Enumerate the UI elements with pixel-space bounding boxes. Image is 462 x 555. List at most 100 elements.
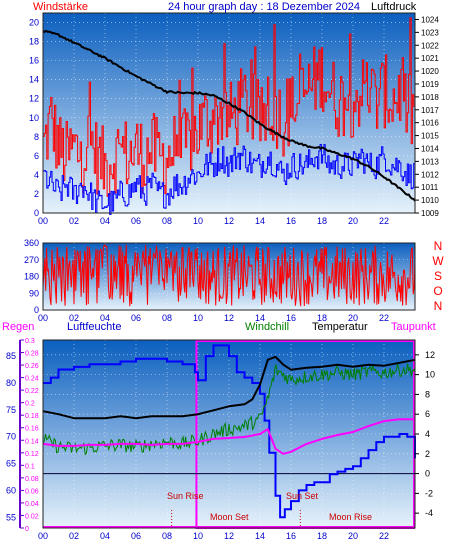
wind-axis-title: Windstärke [33,1,88,13]
temp-x-tick-label: 12 [224,531,234,541]
regen-tick-label: 0.26 [25,363,39,370]
temp-x-tick-label: 14 [255,531,265,541]
pressure-axis-title: Luftdruck [371,1,417,13]
compass-label: N [434,299,443,313]
temp-x-tick-label: 20 [348,531,358,541]
wind-x-tick-label: 20 [348,216,358,226]
direction-x-tick-label: 00 [38,313,48,323]
temp-x-tick-label: 02 [69,531,79,541]
annotation-moon-rise: Moon Rise [329,512,372,522]
humidity-tick-label: 75 [6,405,16,415]
direction-x-tick-label: 14 [255,313,265,323]
wind-gust-line [43,17,416,197]
dewpoint-line [42,418,415,455]
pressure-y-tick-label: 1021 [421,54,439,63]
temp-y-tick-label: 4 [425,429,430,439]
pressure-y-tick-label: 1011 [421,183,439,192]
regen-tick-label: 0.28 [25,351,39,358]
legend-windchill: Windchill [245,321,289,333]
wind-direction-line [42,244,416,307]
regen-tick-label: 0.16 [25,426,39,433]
temp-y-tick-label: 0 [425,469,430,479]
humidity-tick-label: 65 [6,459,16,469]
wind-y-tick-label: 8 [34,132,39,142]
temp-x-tick-label: 18 [317,531,327,541]
direction-x-tick-label: 12 [224,313,234,323]
pressure-y-tick-label: 1023 [421,28,439,37]
legend-luftfeuchte: Luftfeuchte [67,321,121,333]
temp-y-tick-label: 6 [425,409,430,419]
pressure-y-tick-label: 1009 [421,209,439,218]
direction-x-tick-label: 06 [131,313,141,323]
wind-y-tick-label: 6 [34,151,39,161]
temp-x-tick-label: 22 [379,531,389,541]
legend-regen: Regen [2,321,34,333]
wind-x-tick-label: 04 [100,216,110,226]
temp-y-tick-label: -4 [425,508,433,518]
pressure-y-tick-label: 1010 [421,196,439,205]
wind-y-tick-label: 4 [34,170,39,180]
wind-y-tick-label: 12 [29,94,39,104]
pressure-y-tick-label: 1018 [421,93,439,102]
direction-x-tick-label: 18 [317,313,327,323]
direction-y-tick-label: 180 [24,272,39,282]
compass-label: O [433,284,442,298]
direction-x-tick-label: 16 [286,313,296,323]
wind-y-tick-label: 18 [29,37,39,47]
wind-x-tick-label: 14 [255,216,265,226]
wind-x-tick-label: 08 [162,216,172,226]
pressure-y-tick-label: 1019 [421,80,439,89]
temp-x-tick-label: 04 [100,531,110,541]
temperature-line [42,355,416,420]
wind-y-tick-label: 2 [34,189,39,199]
annotation-sun-rise: Sun Rise [167,491,204,501]
humidity-tick-label: 70 [6,432,16,442]
direction-x-tick-label: 02 [69,313,79,323]
wind-average-line [43,144,416,215]
pressure-y-tick-label: 1014 [421,144,439,153]
pressure-y-tick-label: 1024 [421,15,439,24]
regen-tick-label: 0.18 [25,413,39,420]
direction-y-tick-label: 360 [24,238,39,248]
humidity-tick-label: 85 [6,351,16,361]
temp-y-tick-label: 2 [425,449,430,459]
temp-x-tick-label: 00 [38,531,48,541]
direction-y-tick-label: 270 [24,255,39,265]
humidity-line [43,344,416,519]
humidity-tick-label: 55 [6,512,16,522]
wind-x-tick-label: 02 [69,216,79,226]
chart-title: 24 hour graph day : 18 Dezember 2024 [168,1,360,13]
legend-taupunkt: Taupunkt [391,321,436,333]
direction-x-tick-label: 10 [193,313,203,323]
regen-tick-label: 0.04 [25,501,39,508]
temp-x-tick-label: 16 [286,531,296,541]
wind-x-tick-label: 22 [379,216,389,226]
wind-y-tick-label: 0 [34,208,39,218]
temp-y-tick-label: 8 [425,389,430,399]
regen-tick-label: 0.22 [25,388,39,395]
regen-tick-label: 0.2 [25,401,35,408]
temp-y-tick-label: -2 [425,488,433,498]
humidity-tick-label: 80 [6,378,16,388]
direction-x-tick-label: 20 [348,313,358,323]
regen-tick-label: 0.3 [25,338,35,345]
wind-panel-frame [42,12,416,214]
wind-y-tick-label: 16 [29,56,39,66]
regen-tick-label: 0 [25,526,29,533]
regen-tick-label: 0.02 [25,513,39,520]
compass-label: S [434,269,442,283]
wind-x-tick-label: 00 [38,216,48,226]
wind-y-tick-label: 14 [29,75,39,85]
direction-panel-frame [42,242,416,311]
temp-y-tick-label: 10 [425,370,435,380]
pressure-y-tick-label: 1015 [421,132,439,141]
direction-y-tick-label: 0 [34,305,39,315]
pressure-y-tick-label: 1022 [421,41,439,50]
pressure-y-tick-label: 1016 [421,119,439,128]
temp-y-tick-label: 12 [425,350,435,360]
compass-label: W [432,254,444,268]
regen-tick-label: 0.1 [25,463,35,470]
compass-label: N [434,239,443,253]
